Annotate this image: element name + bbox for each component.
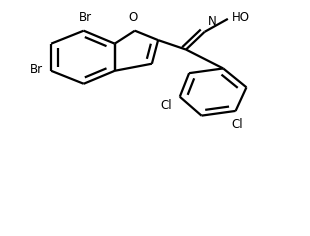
Text: Cl: Cl <box>231 118 243 131</box>
Text: N: N <box>208 15 216 28</box>
Text: O: O <box>129 11 138 24</box>
Text: Cl: Cl <box>161 99 172 112</box>
Text: Br: Br <box>30 63 43 76</box>
Text: Br: Br <box>79 11 92 24</box>
Text: HO: HO <box>232 11 250 24</box>
